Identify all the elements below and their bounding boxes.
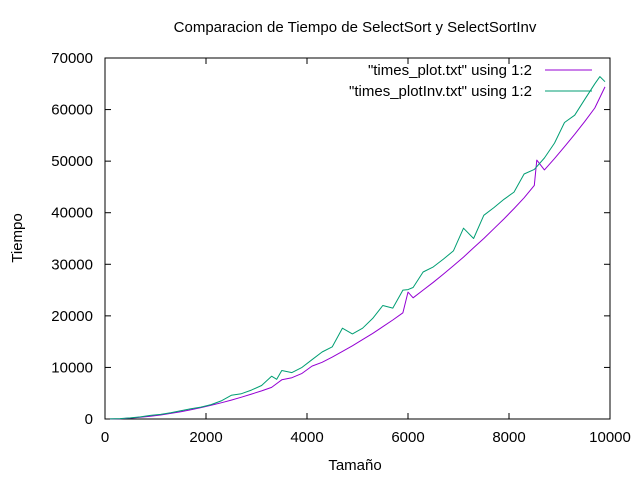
x-axis-label: Tamaño [328, 457, 381, 474]
axis-ticks [104, 57, 611, 420]
plot-frame [104, 57, 611, 420]
x-tick-label: 6000 [391, 429, 424, 446]
x-tick-label: 8000 [492, 429, 525, 446]
x-tick-label: 10000 [589, 429, 631, 446]
y-tick-label: 40000 [51, 205, 93, 222]
y-tick-label: 30000 [51, 256, 93, 273]
series-line-1 [109, 86, 606, 420]
legend-label-2: "times_plotInv.txt" using 1:2 [349, 83, 532, 100]
x-tick-label: 0 [101, 429, 109, 446]
y-axis-label: Tiempo [9, 213, 26, 262]
legend-label-1: "times_plot.txt" using 1:2 [368, 62, 532, 79]
y-tick-label: 0 [85, 411, 93, 428]
series-lines [109, 76, 606, 420]
series-line-2 [109, 76, 606, 420]
chart-title: Comparacion de Tiempo de SelectSort y Se… [174, 19, 537, 36]
y-tick-label: 10000 [51, 359, 93, 376]
legend: "times_plot.txt" using 1:2 "times_plotInv… [349, 62, 592, 100]
y-tick-label: 70000 [51, 50, 93, 67]
x-tick-label: 2000 [189, 429, 222, 446]
y-tick-label: 50000 [51, 153, 93, 170]
y-tick-label: 20000 [51, 308, 93, 325]
tick-labels: 0 10000 20000 30000 40000 50000 60000 70000 0 200… [51, 50, 631, 446]
x-tick-label: 4000 [290, 429, 323, 446]
y-tick-label: 60000 [51, 102, 93, 119]
